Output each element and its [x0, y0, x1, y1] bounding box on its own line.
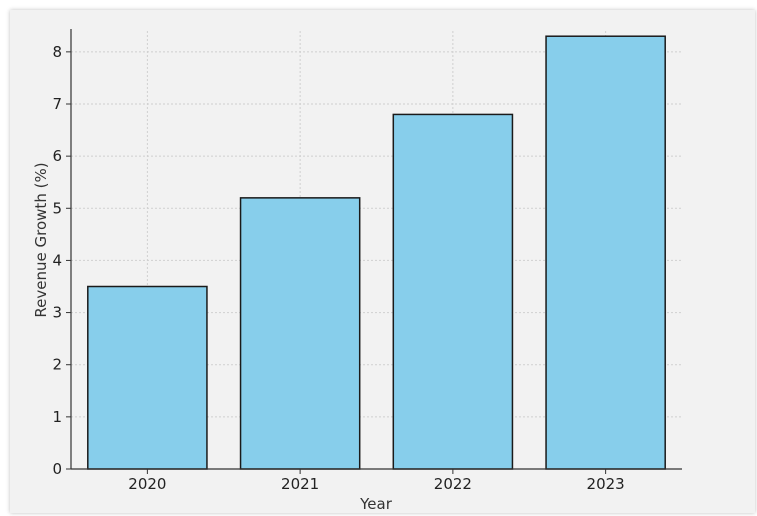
y-tick-label: 8: [52, 43, 62, 61]
bars: [88, 36, 665, 469]
x-tick-label: 2023: [587, 475, 625, 493]
bar-2022: [393, 114, 512, 469]
y-tick-label: 7: [52, 95, 62, 113]
bar-2021: [241, 198, 360, 469]
x-tick-label: 2022: [434, 475, 472, 493]
y-tick-label: 3: [52, 304, 62, 322]
x-ticks: 2020 2021 2022 2023: [128, 469, 624, 493]
y-tick-label: 0: [52, 460, 62, 478]
y-tick-label: 1: [52, 408, 62, 426]
x-tick-label: 2021: [281, 475, 319, 493]
y-axis-title: Revenue Growth (%): [32, 162, 50, 317]
x-axis-title: Year: [359, 495, 393, 513]
y-tick-label: 4: [52, 251, 62, 269]
y-ticks: 0 1 2 3 4 5 6 7 8: [52, 43, 71, 478]
y-tick-label: 5: [52, 199, 62, 217]
y-tick-label: 6: [52, 147, 62, 165]
bar-2020: [88, 287, 207, 470]
y-tick-label: 2: [52, 356, 62, 374]
x-tick-label: 2020: [128, 475, 166, 493]
bar-2023: [546, 36, 665, 469]
